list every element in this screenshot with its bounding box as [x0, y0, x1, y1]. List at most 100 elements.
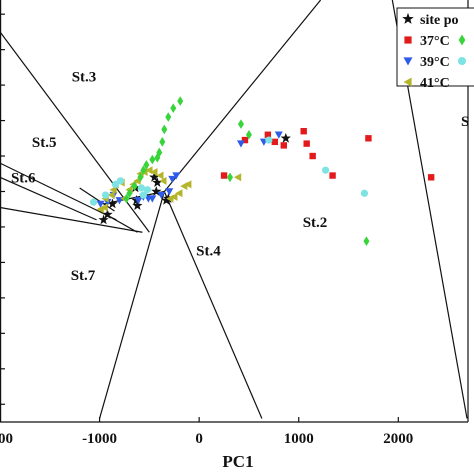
boundary-line-4 — [0, 206, 143, 233]
point-diamond-11 — [161, 124, 168, 135]
point-triangle-left-15 — [150, 167, 158, 176]
point-star-9 — [152, 177, 163, 187]
point-triangle-down-10 — [165, 188, 174, 196]
x-ticks: 2000 -1000 0 1000 2000 — [0, 417, 413, 447]
point-diamond-9 — [156, 147, 163, 158]
point-triangle-left-2 — [100, 203, 108, 212]
x-tick-label-5: 2000 — [383, 431, 413, 447]
point-star-6 — [132, 200, 143, 210]
point-triangle-left-4 — [107, 191, 115, 200]
x-axis-label: PC1 — [222, 452, 253, 471]
point-square-6 — [300, 128, 307, 135]
point-square-11 — [427, 174, 435, 181]
legend-marker-6 — [457, 56, 467, 66]
point-triangle-down-9 — [157, 191, 166, 200]
point-star-2 — [102, 209, 113, 219]
region-label-7: S — [461, 114, 469, 130]
point-star-8 — [151, 186, 162, 196]
boundary-line-8 — [98, 191, 165, 419]
point-triangle-down-15 — [274, 131, 283, 139]
y-ticks — [0, 13, 5, 405]
point-diamond-2 — [126, 188, 133, 199]
legend-marker-1 — [402, 12, 414, 24]
point-square-9 — [329, 172, 336, 179]
region-label-4: St.7 — [71, 268, 96, 284]
legend: site po 37°C 39°C 41°C — [396, 7, 474, 91]
point-triangle-down-11 — [168, 175, 177, 184]
legend-label-1: site po — [420, 13, 459, 28]
point-triangle-down-8 — [148, 195, 157, 203]
region-label-1: St.3 — [72, 70, 97, 86]
point-diamond-12 — [165, 112, 172, 122]
point-star-1 — [98, 214, 109, 225]
region-label-3: St.6 — [11, 171, 36, 187]
point-circle-10 — [360, 189, 369, 197]
point-star-12 — [280, 132, 291, 143]
point-circle-9 — [322, 166, 330, 174]
region-label-6: St.2 — [303, 215, 328, 231]
point-diamond-7 — [149, 154, 156, 165]
boundary-line-2 — [0, 162, 117, 221]
point-star-3 — [107, 198, 118, 209]
point-square-7 — [303, 140, 310, 147]
point-triangle-down-13 — [236, 140, 245, 148]
point-triangle-left-22 — [184, 180, 192, 189]
point-circle-3 — [111, 180, 120, 189]
point-circle-1 — [90, 198, 98, 206]
point-triangle-left-20 — [175, 189, 183, 198]
point-square-5 — [280, 142, 287, 149]
point-square-1 — [220, 172, 228, 179]
point-triangle-left-16 — [156, 171, 164, 180]
point-square-10 — [365, 135, 372, 142]
point-triangle-down-12 — [172, 172, 181, 180]
scatter-points — [90, 96, 435, 246]
legend-label-3: 39°C — [420, 55, 450, 70]
point-square-8 — [309, 152, 316, 160]
point-diamond-4 — [137, 172, 144, 183]
point-diamond-3 — [131, 181, 138, 191]
legend-marker-5 — [458, 34, 466, 46]
x-tick-label-2: -1000 — [82, 431, 117, 447]
point-circle-8 — [265, 136, 273, 144]
point-circle-5 — [137, 184, 145, 192]
boundary-line-10 — [163, 191, 263, 419]
boundary-line-9 — [163, 0, 322, 193]
point-star-7 — [149, 171, 160, 182]
region-label-5: St.4 — [196, 243, 221, 259]
point-square-3 — [264, 131, 272, 138]
point-diamond-15 — [227, 172, 234, 183]
point-diamond-1 — [123, 193, 130, 204]
boundary-line-6 — [79, 187, 115, 212]
point-square-4 — [271, 138, 279, 146]
point-diamond-5 — [140, 165, 147, 176]
point-square-2 — [241, 136, 249, 144]
point-triangle-left-19 — [170, 192, 178, 201]
point-diamond-17 — [245, 129, 252, 140]
point-circle-6 — [139, 191, 147, 199]
stage-region-labels: St.3 St.5 St.6 St.7 St.4 St.2 S — [11, 70, 469, 285]
point-diamond-6 — [143, 160, 150, 170]
point-diamond-10 — [159, 137, 166, 147]
point-triangle-down-5 — [134, 197, 143, 205]
point-circle-4 — [116, 177, 125, 185]
boundary-line-3 — [0, 176, 97, 221]
legend-marker-2 — [404, 36, 412, 44]
x-tick-label-1: 2000 — [0, 431, 13, 447]
point-diamond-14 — [177, 96, 184, 106]
legend-label-2: 37°C — [420, 34, 450, 49]
point-triangle-left-23 — [233, 173, 242, 182]
region-label-2: St.5 — [32, 135, 57, 151]
point-triangle-down-1 — [96, 200, 105, 208]
point-diamond-18 — [363, 236, 370, 246]
point-diamond-16 — [237, 119, 244, 129]
point-circle-7 — [143, 186, 151, 194]
x-tick-label-3: 0 — [195, 431, 203, 447]
legend-marker-4 — [403, 77, 412, 87]
point-circle-2 — [101, 191, 110, 199]
point-diamond-13 — [170, 103, 177, 113]
legend-label-4: 41°C — [420, 76, 450, 91]
legend-marker-3 — [403, 57, 413, 66]
x-tick-label-4: 1000 — [284, 431, 314, 447]
